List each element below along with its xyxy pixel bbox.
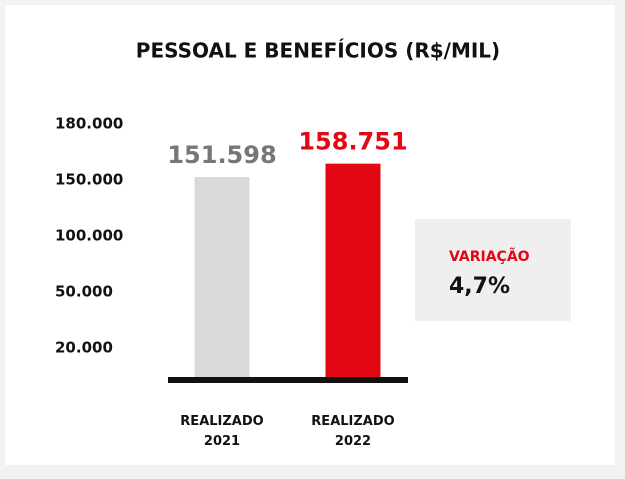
variation-box (415, 219, 571, 321)
value-label: 151.598 (167, 141, 276, 169)
variation-value: 4,7% (449, 274, 510, 299)
x-tick-label: REALIZADO 2022 (311, 414, 394, 449)
y-tick-label: 20.000 (55, 339, 113, 357)
value-label: 158.751 (298, 128, 407, 156)
y-tick-label: 150.000 (55, 171, 123, 189)
chart-title: PESSOAL E BENEFÍCIOS (R$/MIL) (136, 39, 500, 63)
y-tick-label: 180.000 (55, 115, 123, 133)
variation-title: VARIAÇÃO (449, 248, 530, 265)
bar (325, 163, 381, 380)
y-tick-label: 50.000 (55, 283, 113, 301)
y-tick-label: 100.000 (55, 227, 123, 245)
x-tick-label: REALIZADO 2021 (180, 414, 263, 449)
bar (194, 177, 250, 380)
